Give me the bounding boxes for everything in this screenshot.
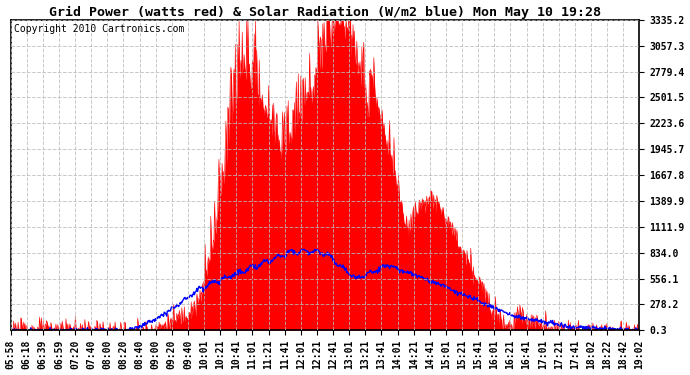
Title: Grid Power (watts red) & Solar Radiation (W/m2 blue) Mon May 10 19:28: Grid Power (watts red) & Solar Radiation…: [49, 6, 601, 19]
Text: Copyright 2010 Cartronics.com: Copyright 2010 Cartronics.com: [14, 24, 184, 34]
